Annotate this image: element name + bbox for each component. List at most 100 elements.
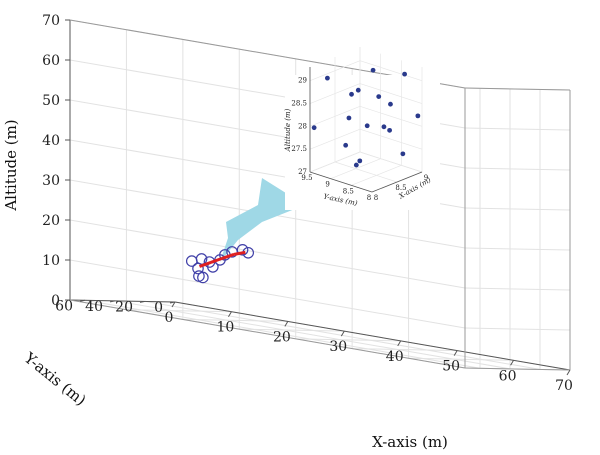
y-tick-mark xyxy=(169,301,176,304)
inset-background xyxy=(285,75,440,210)
inset-data-point xyxy=(357,158,363,164)
trajectory-segment xyxy=(221,252,235,260)
inset-data-point xyxy=(381,124,387,130)
inset-y-tick: 9 xyxy=(325,181,329,189)
x-tick-mark xyxy=(340,330,345,337)
inset-x-tick: 9 xyxy=(424,174,428,182)
inset-data-point xyxy=(388,101,393,107)
inset-grid-line xyxy=(309,151,361,173)
inset-grid-line xyxy=(330,158,381,179)
y-tick-mark xyxy=(79,299,86,302)
grid-line xyxy=(144,300,541,370)
x-tick-label: 60 xyxy=(499,368,517,384)
inset-data-point xyxy=(376,94,382,99)
x-tick-label: 50 xyxy=(442,359,460,375)
grid-line xyxy=(464,327,571,331)
callout-arrow-shape xyxy=(220,178,305,262)
y-tick-label: 20 xyxy=(115,299,133,315)
inset-data-point xyxy=(343,142,349,148)
grid-line xyxy=(114,300,511,370)
inset-grid-line xyxy=(309,106,361,127)
trajectory-segment xyxy=(233,250,246,256)
z-tick-label: 70 xyxy=(42,13,60,29)
y-tick-label: 40 xyxy=(85,299,103,315)
grid-line xyxy=(464,127,571,131)
x-tick-label: 20 xyxy=(273,329,291,345)
inset-grid-line xyxy=(334,161,398,183)
inset-z-axis-label: Altitude (m) xyxy=(284,108,292,152)
inset-grid-line xyxy=(359,83,423,104)
grid-line xyxy=(84,299,481,369)
z-tick-label: 50 xyxy=(42,93,60,109)
inset-data-point xyxy=(415,113,421,119)
x-tick-mark xyxy=(171,301,176,308)
inset-z-tick: 29 xyxy=(298,77,307,85)
inset-data-point xyxy=(349,91,354,97)
x-tick-label: 40 xyxy=(386,349,404,365)
data-point xyxy=(197,271,209,284)
inset-y-tick: 8 xyxy=(367,194,371,202)
x-axis-label: X-axis (m) xyxy=(372,433,448,451)
inset-data-point xyxy=(370,67,376,73)
z-tick-label: 40 xyxy=(42,133,60,149)
box-edge xyxy=(69,299,466,369)
y-tick-mark xyxy=(139,300,146,303)
z-axis-label: Altitude (m) xyxy=(2,119,20,211)
x-tick-mark xyxy=(453,350,458,356)
inset-grid-line xyxy=(309,128,361,150)
x-axis-line xyxy=(174,301,571,371)
y-tick-mark xyxy=(109,300,116,303)
x-tick-mark xyxy=(566,369,571,376)
grid-line xyxy=(69,219,466,289)
data-point xyxy=(236,244,249,256)
x-tick-label: 10 xyxy=(217,320,235,336)
z-tick-label: 0 xyxy=(51,293,60,309)
inset-data-point xyxy=(402,71,407,77)
inset-data-point xyxy=(346,115,352,121)
inset-z-tick: 28.5 xyxy=(291,100,307,108)
box-edge xyxy=(464,367,571,371)
z-tick-label: 20 xyxy=(42,213,60,229)
x-tick-mark xyxy=(227,311,232,317)
inset-grid-line xyxy=(309,60,361,82)
y-tick-label: 60 xyxy=(55,298,73,314)
inset-x-tick: 8.5 xyxy=(395,184,406,192)
x-tick-label: 0 xyxy=(165,310,174,326)
inset-z-tick: 27.5 xyxy=(291,145,307,153)
z-tick-label: 10 xyxy=(42,253,60,269)
inset-data-point xyxy=(325,75,330,81)
z-tick-label: 30 xyxy=(42,173,60,189)
x-tick-label: 70 xyxy=(555,378,573,394)
inset-data-point xyxy=(355,87,361,93)
inset-data-point xyxy=(353,162,359,168)
inset-z-tick: 28 xyxy=(298,122,307,130)
z-tick-label: 60 xyxy=(42,53,60,69)
inset-y-axis xyxy=(309,171,373,193)
y-tick-label: 0 xyxy=(154,300,163,316)
x-tick-mark xyxy=(397,340,402,347)
inset-data-point xyxy=(311,125,317,131)
inset-grid-line xyxy=(359,151,423,173)
inset-grid-line xyxy=(309,83,361,104)
inset-data-point xyxy=(400,151,406,157)
y-axis-line xyxy=(69,299,176,303)
inset-grid-line xyxy=(351,165,402,186)
callout-arrow xyxy=(220,178,305,262)
y-axis-label: Y-axis (m) xyxy=(20,348,90,409)
data-marks xyxy=(185,244,255,284)
data-point xyxy=(185,255,198,267)
x-tick-mark xyxy=(284,321,289,327)
inset-grid-line xyxy=(359,106,423,127)
grid-line xyxy=(69,259,466,329)
inset-x-tick: 8 xyxy=(374,194,378,202)
trajectory-segment xyxy=(210,256,223,264)
box-edge xyxy=(464,87,571,91)
inset-y-tick: 8.5 xyxy=(343,187,354,195)
inset-z-tick: 27 xyxy=(298,168,307,176)
grid-line xyxy=(464,287,571,291)
trajectory-segment xyxy=(198,261,212,268)
inset-data-point xyxy=(387,127,392,133)
